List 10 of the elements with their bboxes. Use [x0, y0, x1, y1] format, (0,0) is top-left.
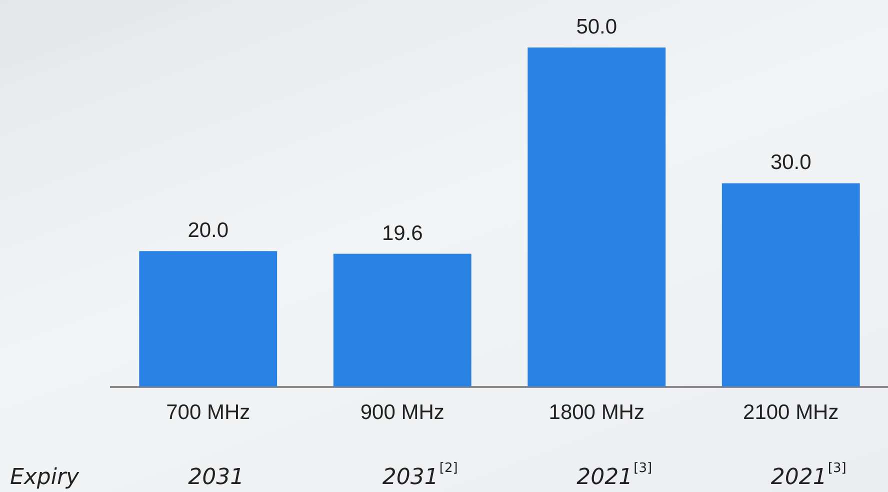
x-tick-label: 900 MHz — [360, 401, 444, 424]
x-tick-label: 1800 MHz — [548, 401, 644, 424]
data-label: 30.0 — [770, 151, 812, 174]
data-label: 19.6 — [382, 222, 423, 245]
text: 2031 — [188, 465, 244, 490]
x-tick-label: 2100 MHz — [743, 401, 839, 424]
text: Expiry — [10, 465, 80, 490]
x-tick-label: 700 MHz — [166, 401, 250, 424]
data-label: 50.0 — [576, 16, 618, 38]
data-label: 20.0 — [188, 219, 229, 242]
